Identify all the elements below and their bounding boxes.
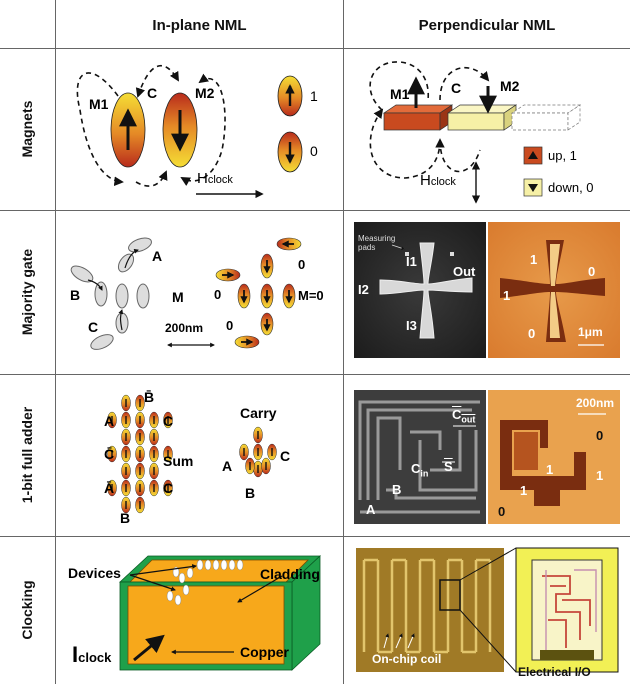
adder-c2: C [163, 480, 174, 496]
column-divider [343, 0, 344, 684]
legend-label-one: 1 [310, 88, 318, 104]
sem-i2: I2 [358, 282, 369, 297]
sem-b: B [392, 482, 402, 497]
sem-majority-image [354, 222, 486, 358]
label-column-divider [55, 0, 56, 684]
sem-s: S [444, 459, 453, 474]
cladding-label: Cladding [260, 566, 320, 582]
label-m1: M1 [89, 96, 109, 112]
mfm-v1-mid: 1 [546, 462, 554, 477]
header-divider [0, 48, 630, 49]
inplane-adder-diagram [107, 394, 277, 514]
sem-i1: I1 [406, 254, 417, 269]
iclock-label: Iclock [72, 642, 112, 667]
adder-sum: Sum [163, 453, 194, 469]
inplane-majority-diagram [70, 237, 215, 350]
legend-label-down: down, 0 [548, 180, 594, 195]
gate-output-m: M [172, 289, 184, 305]
inplane-magnets-diagram [76, 64, 303, 199]
result-zero-top: 0 [298, 257, 306, 272]
mfm-one-left: 1 [503, 288, 511, 303]
legend-label-zero: 0 [310, 143, 318, 159]
gate-input-b: B [70, 287, 81, 303]
adder-c1: C [163, 413, 174, 429]
row-divider [0, 536, 630, 537]
mfm-zero-right: 0 [588, 264, 596, 279]
sem-out: Out [453, 264, 476, 279]
coil-label: On-chip coil [372, 652, 442, 666]
adder-bbar: B̄ [144, 389, 155, 405]
gate-scale-label: 200nm [165, 321, 204, 335]
carry-c: C [280, 448, 291, 464]
io-label: Electrical I/O [518, 665, 591, 679]
inplane-majority-result [215, 237, 302, 349]
sem-a: A [366, 502, 376, 517]
sem-cin: Cin [411, 461, 429, 479]
sem-adder-image [354, 390, 486, 524]
row-divider [0, 210, 630, 211]
perp-hclock-label: Hclock [420, 172, 456, 189]
clocking-block [118, 555, 322, 671]
header-perpendicular: Perpendicular NML [418, 17, 556, 34]
mfm-v1-right: 1 [596, 468, 604, 483]
legend-label-up: up, 1 [548, 148, 577, 163]
row-divider [0, 374, 630, 375]
adder-b: B [120, 510, 131, 526]
result-m: M=0 [298, 288, 324, 303]
mfm-v0-bottom: 0 [498, 504, 506, 519]
mfm-scale-label: 1μm [578, 325, 603, 339]
perp-label-m1: M1 [390, 86, 410, 102]
carry-b: B [245, 485, 256, 501]
mfm-v0-top: 0 [596, 428, 604, 443]
mfm-zero-bottom: 0 [528, 326, 536, 341]
gate-input-a: A [152, 248, 163, 264]
header-inplane: In-plane NML [152, 17, 247, 34]
label-m2: M2 [195, 85, 215, 101]
adder-abar: Ā [104, 480, 115, 496]
chip-photo [356, 547, 517, 673]
slab-empty [511, 112, 569, 131]
devices-label: Devices [68, 565, 121, 581]
copper-label: Copper [240, 644, 289, 660]
carry-a: A [222, 458, 233, 474]
adder-cbar: C̄ [104, 446, 115, 462]
sem-pads-label: Measuring pads [358, 234, 396, 252]
mfm-adder-scale: 200nm [576, 396, 615, 410]
gate-input-c: C [88, 319, 99, 335]
perp-magnets-diagram [369, 61, 582, 204]
adder-a: A [104, 413, 115, 429]
mfm-v1-left: 1 [520, 483, 528, 498]
slab-red [383, 112, 441, 131]
carry-label: Carry [240, 405, 277, 421]
mfm-majority-image [488, 222, 620, 358]
hclock-label: Hclock [197, 170, 233, 187]
result-zero-bottom: 0 [226, 318, 234, 333]
slab-yellow [447, 112, 505, 131]
sem-i3: I3 [406, 318, 417, 333]
sem-cout: Cout [452, 407, 476, 425]
io-zoom-inset [515, 547, 619, 673]
result-zero-left: 0 [214, 287, 222, 302]
perp-label-m2: M2 [500, 78, 520, 94]
perp-label-c: C [451, 80, 462, 96]
mfm-adder-image [488, 390, 620, 524]
label-c: C [147, 85, 158, 101]
mfm-one-top: 1 [530, 252, 538, 267]
